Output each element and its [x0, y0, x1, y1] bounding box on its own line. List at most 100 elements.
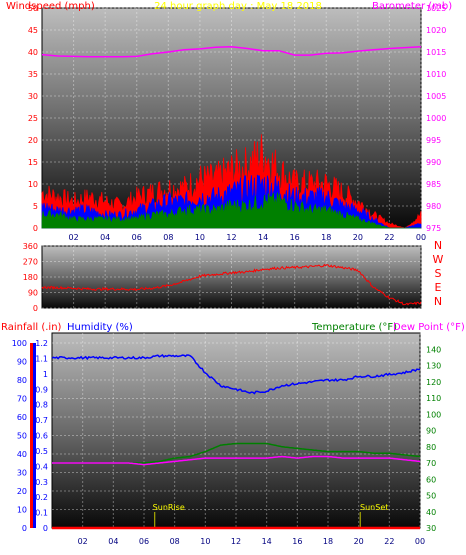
temperature-tick: 140: [426, 345, 441, 354]
time-tick: 12: [231, 537, 241, 546]
rainfall-tick: 0.9: [35, 385, 48, 394]
rainfall-tick: 0.1: [35, 509, 48, 518]
sun-annotations: SunRise SunSet: [153, 503, 388, 528]
rainfall-tick: 1: [43, 370, 48, 379]
time-tick: 16: [292, 537, 302, 546]
dewpoint-series: [52, 455, 421, 466]
windspeed-tick: 0: [33, 224, 38, 233]
humidity-tick: 70: [17, 395, 27, 404]
temp-plot-grid: [52, 333, 421, 529]
humidity-tick: 80: [17, 376, 27, 385]
sun-annotation-label: SunRise: [153, 503, 185, 512]
rainfall-tick: 0.8: [35, 401, 48, 410]
rainfall-tick: 0.6: [35, 432, 48, 441]
direction-plot-grid: [42, 245, 422, 309]
compass-label: E: [435, 281, 442, 294]
dewpoint-axis-label: Dew Point (°F): [393, 322, 465, 333]
temperature-tick: 110: [426, 394, 441, 403]
rainfall-tick: 0: [43, 524, 48, 533]
temperature-tick: 80: [426, 443, 436, 452]
time-tick: 06: [132, 233, 142, 242]
time-tick: 06: [139, 537, 149, 546]
sun-annotation-label: SunSet: [360, 503, 388, 512]
rainfall-axis-label: Rainfall (.in): [1, 322, 62, 333]
humidity-tick: 30: [17, 469, 27, 478]
temperature-tick: 50: [426, 492, 436, 501]
time-tick: 04: [108, 537, 118, 546]
rainfall-axis: 0 0.1 0.2 0.3 0.4 0.5 0.6 0.7 0.8 0.9 1 1.1 1.2: [35, 339, 48, 533]
wind-series: [41, 45, 422, 229]
time-tick: 18: [323, 537, 333, 546]
temperature-tick: 60: [426, 475, 436, 484]
direction-series: [41, 263, 422, 306]
time-tick: 08: [170, 537, 180, 546]
humidity-axis-label: Humidity (%): [67, 322, 133, 333]
time-tick: 04: [100, 233, 110, 242]
windspeed-axis-label: Windspeed (mph): [6, 1, 95, 12]
barometer-tick: 995: [426, 136, 441, 145]
rainfall-tick: 0.5: [35, 447, 48, 456]
time-tick: 22: [384, 233, 394, 242]
windspeed-tick: 10: [28, 180, 38, 189]
humidity-axis-bar: [33, 343, 36, 528]
temperature-tick: 100: [426, 410, 441, 419]
wind-low-series: [41, 192, 421, 229]
humidity-tick: 50: [17, 432, 27, 441]
humidity-tick: 0: [22, 524, 27, 533]
wind-time-axis: 02 04 06 08 10 12 14 16 18 20 22 00: [68, 233, 426, 242]
temperature-tick: 70: [426, 459, 436, 468]
barometer-tick: 1025: [426, 4, 446, 13]
rainfall-tick: 0.7: [35, 416, 48, 425]
windspeed-tick: 20: [28, 136, 38, 145]
compass-label: S: [435, 267, 442, 280]
windspeed-tick: 30: [28, 92, 38, 101]
humidity-series: [51, 353, 421, 395]
time-tick: 02: [68, 233, 78, 242]
barometer-tick: 980: [426, 202, 441, 211]
time-tick: 16: [290, 233, 300, 242]
windspeed-tick: 40: [28, 48, 38, 57]
rainfall-tick: 0.4: [35, 462, 48, 471]
barometer-tick: 1020: [426, 26, 446, 35]
time-tick: 10: [200, 537, 210, 546]
windspeed-tick: 45: [28, 26, 38, 35]
humidity-tick: 10: [17, 506, 27, 515]
time-tick: 10: [195, 233, 205, 242]
temp-series: [51, 353, 421, 530]
direction-series: [41, 263, 422, 306]
barometer-axis-label: Barometer (mb): [372, 1, 452, 12]
time-tick: 22: [384, 537, 394, 546]
humidity-tick: 90: [17, 358, 27, 367]
barometer-tick: 985: [426, 180, 441, 189]
time-tick: 08: [163, 233, 173, 242]
time-tick: 14: [262, 537, 272, 546]
barometer-tick: 1000: [426, 114, 446, 123]
time-tick: 20: [354, 537, 364, 546]
windspeed-tick: 25: [28, 114, 38, 123]
temp-plot-area: [51, 332, 421, 529]
temperature-axis-label: Temperature (°F): [311, 322, 397, 333]
rainfall-axis-bar: [30, 343, 33, 528]
compass-label: N: [434, 295, 442, 308]
time-tick: 14: [258, 233, 268, 242]
barometer-tick: 990: [426, 158, 441, 167]
direction-tick: 360: [23, 242, 38, 251]
barometer-tick: 975: [426, 224, 441, 233]
direction-tick: 180: [23, 273, 38, 282]
temperature-tick: 30: [426, 524, 436, 533]
direction-tick: 90: [28, 289, 38, 298]
time-tick: 00: [416, 233, 426, 242]
temperature-tick: 40: [426, 508, 436, 517]
humidity-axis: 0 10 20 30 40 50 60 70 80 90 100: [12, 339, 27, 533]
direction-tick: 0: [33, 304, 38, 313]
barometer-tick: 1010: [426, 70, 446, 79]
barometer-axis: 975 980 985 990 995 1000 1005 1010 1015 1020 1025: [426, 4, 446, 233]
time-tick: 12: [226, 233, 236, 242]
humidity-tick: 20: [17, 487, 27, 496]
temperature-tick: 90: [426, 427, 436, 436]
time-tick: 18: [321, 233, 331, 242]
temperature-tick: 130: [426, 362, 441, 371]
compass-label: W: [433, 253, 444, 266]
